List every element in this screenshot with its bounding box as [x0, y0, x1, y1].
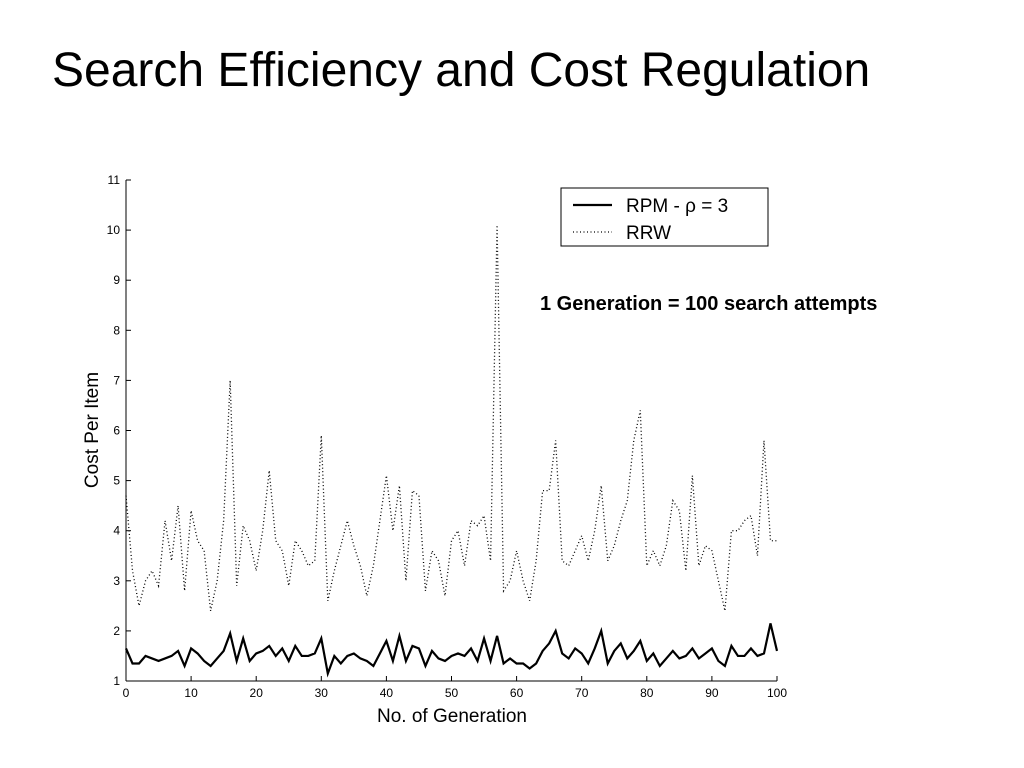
- y-tick-label: 11: [108, 173, 121, 187]
- y-tick-label: 6: [113, 424, 120, 438]
- series-line: [125, 225, 777, 611]
- x-tick-label: 90: [705, 686, 719, 700]
- y-tick-label: 9: [113, 273, 120, 287]
- x-tick-label: 0: [123, 686, 130, 700]
- x-tick-label: 80: [640, 686, 654, 700]
- legend-label: RRW: [626, 223, 671, 244]
- x-tick-label: 70: [575, 686, 589, 700]
- x-tick-label: 100: [767, 686, 787, 700]
- x-tick-label: 30: [315, 686, 329, 700]
- y-tick-label: 4: [113, 524, 120, 538]
- y-tick-label: 7: [113, 373, 120, 387]
- slide-title: Search Efficiency and Cost Regulation: [52, 44, 870, 97]
- x-tick-label: 60: [510, 686, 524, 700]
- x-tick-label: 50: [445, 686, 459, 700]
- legend-label: RPM - ρ = 3: [626, 196, 728, 217]
- y-tick-label: 1: [113, 674, 120, 688]
- legend-box: [560, 187, 769, 247]
- y-tick-label: 3: [113, 574, 120, 588]
- annotation: 1 Generation = 100 search attempts: [540, 293, 877, 315]
- x-axis-label: No. of Generation: [377, 706, 527, 727]
- y-axis-label: Cost Per Item: [82, 372, 103, 488]
- y-tick-label: 5: [113, 474, 120, 488]
- x-tick-label: 10: [184, 686, 198, 700]
- x-tick-label: 40: [380, 686, 394, 700]
- y-tick-label: 2: [113, 624, 120, 638]
- x-tick-label: 20: [250, 686, 264, 700]
- y-tick-label: 8: [113, 323, 120, 337]
- y-tick-label: 10: [107, 223, 121, 237]
- series-line: [124, 623, 779, 678]
